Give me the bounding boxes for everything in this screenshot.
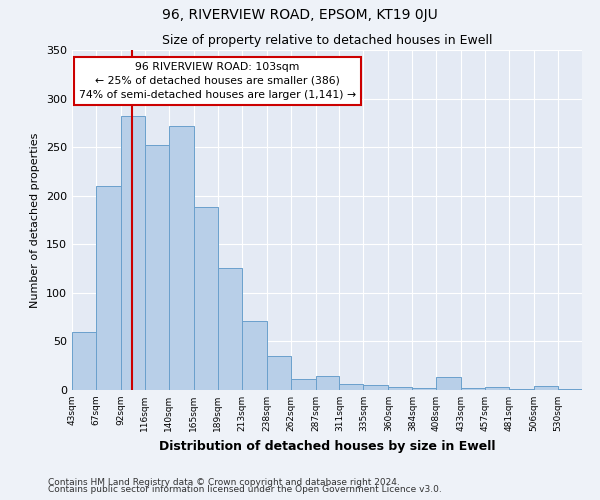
Bar: [534, 386, 558, 390]
Bar: [461, 388, 485, 390]
Bar: [388, 387, 412, 390]
Bar: [121, 116, 145, 390]
Bar: [485, 387, 509, 390]
Bar: [340, 384, 364, 390]
Text: 96, RIVERVIEW ROAD, EPSOM, KT19 0JU: 96, RIVERVIEW ROAD, EPSOM, KT19 0JU: [162, 8, 438, 22]
Bar: [194, 208, 218, 390]
Bar: [266, 356, 290, 390]
Bar: [242, 321, 266, 390]
Bar: [145, 145, 169, 390]
Bar: [169, 126, 194, 390]
Bar: [96, 186, 121, 390]
Bar: [364, 385, 388, 390]
Title: Size of property relative to detached houses in Ewell: Size of property relative to detached ho…: [162, 34, 492, 48]
Y-axis label: Number of detached properties: Number of detached properties: [31, 132, 40, 308]
Text: 96 RIVERVIEW ROAD: 103sqm
← 25% of detached houses are smaller (386)
74% of semi: 96 RIVERVIEW ROAD: 103sqm ← 25% of detac…: [79, 62, 356, 100]
Bar: [218, 268, 242, 390]
Text: Contains public sector information licensed under the Open Government Licence v3: Contains public sector information licen…: [48, 485, 442, 494]
Text: Contains HM Land Registry data © Crown copyright and database right 2024.: Contains HM Land Registry data © Crown c…: [48, 478, 400, 487]
Bar: [412, 388, 436, 390]
Bar: [316, 376, 340, 390]
X-axis label: Distribution of detached houses by size in Ewell: Distribution of detached houses by size …: [159, 440, 495, 452]
Bar: [436, 378, 461, 390]
Bar: [509, 389, 534, 390]
Bar: [558, 389, 582, 390]
Bar: [290, 380, 316, 390]
Bar: [72, 332, 96, 390]
